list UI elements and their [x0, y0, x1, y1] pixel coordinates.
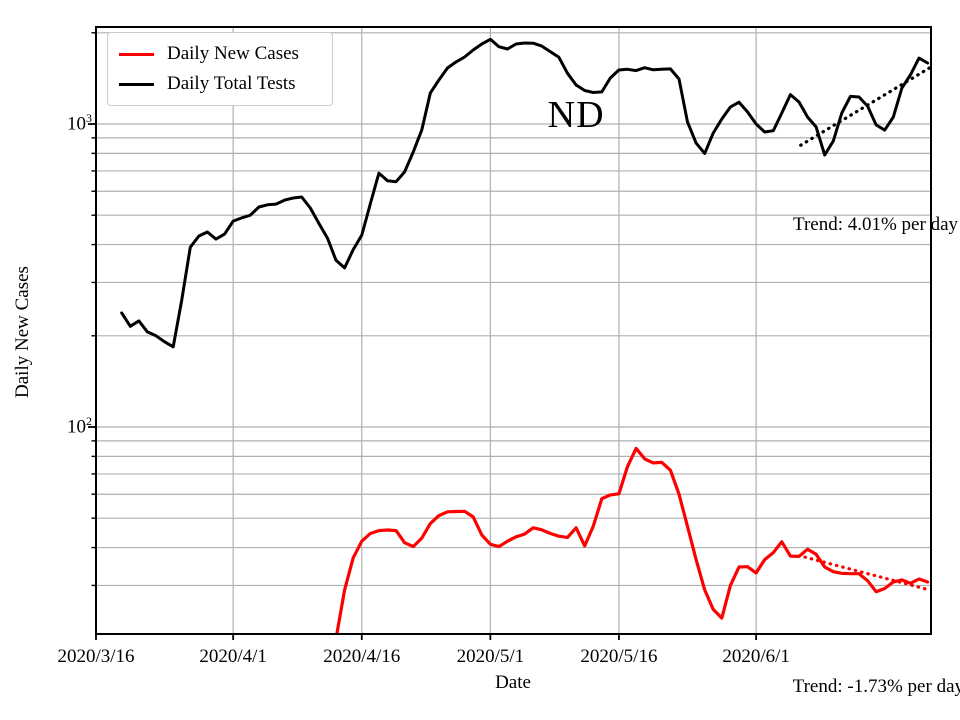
x-tick-label-5: 2020/6/1	[722, 646, 790, 667]
series-lines	[120, 37, 930, 634]
y-tick-100-base: 10	[67, 416, 86, 438]
y-tick-1000-base: 10	[67, 113, 86, 135]
x-tick-label-1: 2020/4/1	[199, 646, 267, 667]
trend-lines	[799, 66, 931, 592]
y-axis-title: Daily New Cases	[12, 266, 33, 398]
x-tick-label-4: 2020/5/16	[580, 646, 658, 667]
legend-swatch-red-line	[119, 52, 154, 56]
x-tick-label-0: 2020/3/16	[57, 646, 135, 667]
y-tick-100-exp: 2	[86, 414, 92, 428]
trend-line	[799, 66, 931, 147]
legend-swatch-black-line	[119, 82, 154, 86]
series-daily-total-tests	[120, 37, 930, 349]
tick-marks	[88, 32, 758, 640]
gridlines	[96, 27, 931, 634]
legend: Daily New Cases Daily Total Tests	[107, 32, 333, 106]
y-tick-label-1000: 103	[52, 111, 92, 135]
trend-line	[803, 555, 931, 592]
trend-cases-label: Trend: -1.73% per day	[792, 676, 960, 697]
y-tick-1000-exp: 3	[86, 111, 92, 125]
state-annotation: ND	[547, 94, 605, 137]
x-tick-label-2: 2020/4/16	[323, 646, 401, 667]
y-tick-label-100: 102	[52, 414, 92, 438]
legend-item-daily-new-cases: Daily New Cases	[108, 39, 332, 69]
series-daily-new-cases	[335, 446, 930, 634]
x-tick-label-3: 2020/5/1	[456, 646, 525, 667]
legend-label: Daily Total Tests	[167, 73, 296, 94]
x-axis-title: Date	[495, 672, 531, 693]
plot-border	[95, 26, 932, 635]
legend-label: Daily New Cases	[167, 43, 299, 64]
legend-item-daily-total-tests: Daily Total Tests	[108, 69, 332, 99]
trend-tests-label: Trend: 4.01% per day	[793, 214, 958, 235]
